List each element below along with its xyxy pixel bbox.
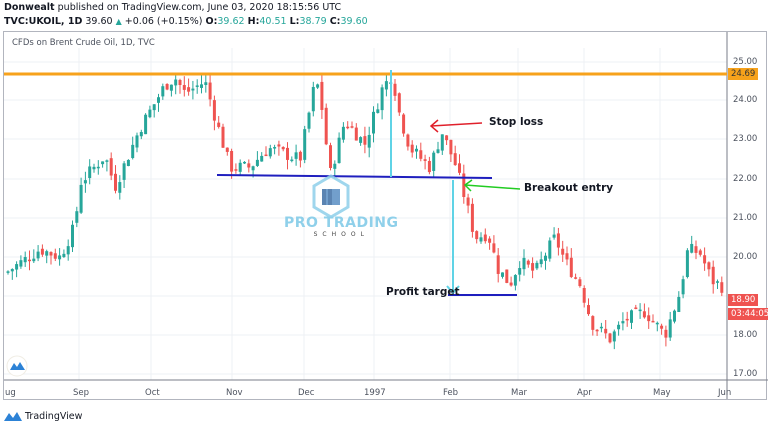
bar-countdown-tag: 03:44:05 — [728, 308, 768, 320]
tradingview-footer[interactable]: TradingView — [4, 410, 82, 422]
open-value: 39.62 — [217, 16, 245, 27]
chart-legend: CFDs on Brent Crude Oil, 1D, TVC — [12, 38, 155, 48]
tradingview-chart-logo[interactable] — [6, 355, 28, 377]
time-label: May — [653, 388, 671, 398]
price-label: 25.00 — [733, 57, 758, 67]
grid — [4, 48, 727, 380]
watermark-line2: SCHOOL — [313, 231, 369, 238]
price-label: 22.00 — [733, 174, 758, 184]
watermark-line1: PRO TRADING — [284, 215, 399, 231]
breakout-entry-arrow — [464, 184, 521, 190]
price-label: 24.00 — [733, 95, 758, 105]
symbol-line: TVC:UKOIL, 1D 39.60 ▲ +0.06 (+0.15%) O:3… — [4, 16, 368, 27]
chart-frame[interactable] — [3, 31, 767, 400]
candlesticks — [6, 73, 724, 350]
up-triangle-icon: ▲ — [115, 17, 122, 26]
time-label: Apr — [577, 388, 592, 398]
author: Donwealt — [4, 2, 55, 13]
change: +0.06 (+0.15%) — [124, 16, 203, 27]
price-label: 18.00 — [733, 330, 758, 340]
high-value: 40.51 — [259, 16, 287, 27]
last-price-tag: 18.90 — [728, 294, 759, 306]
tradingview-logo-icon — [4, 412, 22, 421]
published-text: published on TradingView.com, June 03, 2… — [57, 2, 342, 13]
pro-trading-school-logo — [312, 174, 350, 219]
price-label: 21.00 — [733, 213, 758, 223]
resistance-price-tag: 24.69 — [728, 68, 759, 80]
time-label: Feb — [443, 388, 459, 398]
high-label: H: — [247, 16, 260, 27]
low-label: L: — [289, 16, 300, 27]
support-line[interactable] — [216, 174, 493, 179]
price-label: 17.00 — [733, 369, 758, 379]
time-label: Sep — [73, 388, 90, 398]
time-label: Dec — [298, 388, 315, 398]
close-label: C: — [329, 16, 341, 27]
stop-loss-arrow — [430, 122, 483, 127]
price-label: 20.00 — [733, 252, 758, 262]
open-label: O: — [205, 16, 218, 27]
time-label: Jun — [718, 388, 732, 398]
low-value: 38.79 — [299, 16, 327, 27]
profit-target-label: Profit target — [386, 286, 460, 298]
stop-loss-label: Stop loss — [489, 116, 544, 128]
arrow-left-icon — [463, 179, 473, 192]
time-label: Oct — [145, 388, 160, 398]
arrow-down-icon — [446, 285, 460, 295]
publisher-line: Donwealt published on TradingView.com, J… — [4, 2, 341, 13]
close-value: 39.60 — [340, 16, 368, 27]
time-label: ug — [5, 388, 16, 398]
arrow-left-icon — [429, 119, 439, 133]
time-label: Mar — [511, 388, 528, 398]
symbol: TVC:UKOIL, 1D — [4, 16, 83, 27]
tradingview-brand: TradingView — [25, 410, 83, 422]
watermark: PRO TRADING SCHOOL — [284, 215, 399, 238]
time-label: Nov — [226, 388, 243, 398]
cloud-icon — [10, 362, 25, 370]
price-label: 23.00 — [733, 134, 758, 144]
breakout-entry-label: Breakout entry — [524, 182, 614, 194]
last-price: 39.60 — [85, 16, 113, 27]
time-label: 1997 — [364, 388, 386, 398]
